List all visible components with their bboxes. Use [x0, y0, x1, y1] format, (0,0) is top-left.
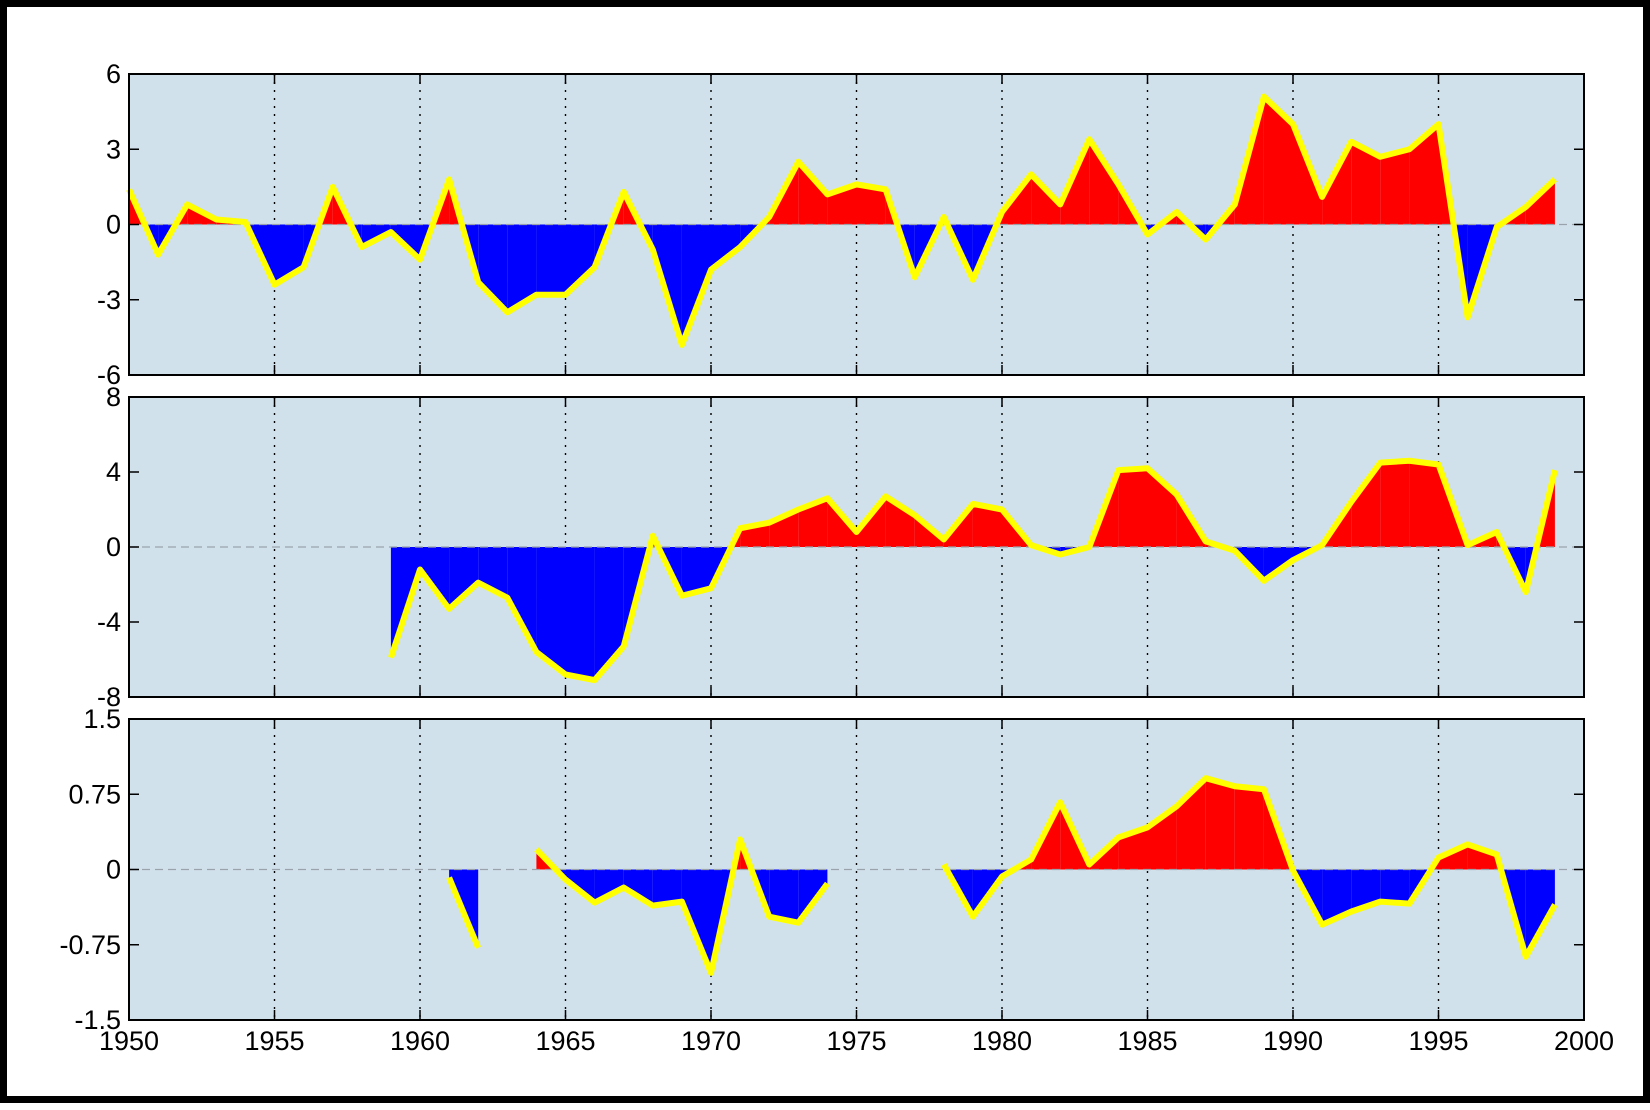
x-tick-label: 2000 — [1554, 1026, 1614, 1056]
x-tick-label: 1950 — [99, 1026, 159, 1056]
x-tick-label: 1975 — [826, 1026, 886, 1056]
y-tick-label: 0.75 — [68, 779, 121, 809]
positive-area — [1409, 461, 1438, 547]
positive-area — [1235, 786, 1264, 869]
x-tick-label: 1970 — [681, 1026, 741, 1056]
y-tick-label: 1.5 — [83, 704, 121, 734]
positive-area — [1380, 461, 1409, 547]
y-tick-label: 6 — [106, 59, 121, 89]
x-tick-label: 1955 — [244, 1026, 304, 1056]
x-tick-label: 1995 — [1408, 1026, 1468, 1056]
positive-area — [1118, 468, 1147, 547]
positive-area — [1206, 778, 1235, 869]
y-tick-label: 4 — [106, 457, 121, 487]
y-tick-label: -4 — [97, 607, 121, 637]
x-tick-label: 1990 — [1263, 1026, 1323, 1056]
panel-2: 840-4-8 — [97, 382, 1584, 712]
y-tick-label: 8 — [106, 382, 121, 412]
x-tick-label: 1980 — [972, 1026, 1032, 1056]
y-tick-label: 0 — [106, 532, 121, 562]
panel-1: 630-3-6 — [97, 59, 1584, 390]
negative-area — [1380, 870, 1409, 904]
y-tick-label: 3 — [106, 134, 121, 164]
positive-area — [1380, 149, 1409, 224]
x-tick-label: 1985 — [1117, 1026, 1177, 1056]
negative-area — [536, 225, 565, 295]
x-tick-label: 1960 — [390, 1026, 450, 1056]
y-tick-label: -0.75 — [59, 930, 121, 960]
x-tick-label: 1965 — [535, 1026, 595, 1056]
negative-area — [566, 547, 595, 680]
y-tick-label: -3 — [97, 285, 121, 315]
y-tick-label: 0 — [106, 210, 121, 240]
y-tick-label: 0 — [106, 855, 121, 885]
